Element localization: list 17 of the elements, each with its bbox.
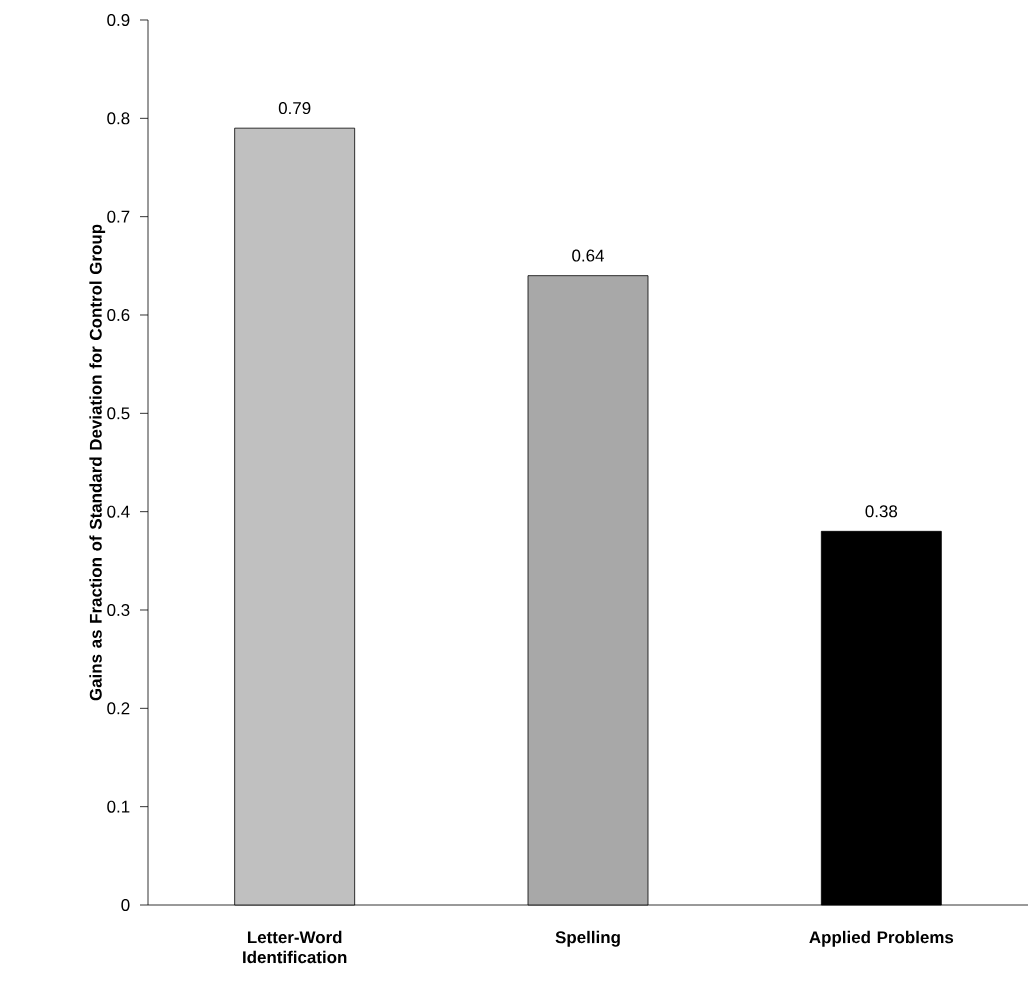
y-tick-label: 0.9 [107,13,130,26]
y-axis-title: Gains as Fraction of Standard Deviation for Control Group [89,224,106,701]
y-tick-label: 0.1 [107,800,130,813]
x-tick-label: Spelling [555,930,620,947]
y-tick-label: 0.4 [107,505,130,518]
y-tick-label: 0 [121,899,130,911]
y-tick-label: 0.7 [107,210,130,223]
x-tick-label: Applied Problems [809,930,954,947]
y-tick-label: 0.2 [107,702,130,715]
data-label: 0.64 [572,249,604,262]
y-tick-label: 0.8 [107,112,130,125]
y-tick-label: 0.3 [107,604,130,616]
y-tick-label: 0.6 [107,309,130,321]
data-label: 0.79 [278,102,311,115]
y-tick-label: 0.5 [107,407,130,420]
x-tick-label: Letter-Word Identification [243,930,347,964]
data-label: 0.38 [865,505,898,518]
